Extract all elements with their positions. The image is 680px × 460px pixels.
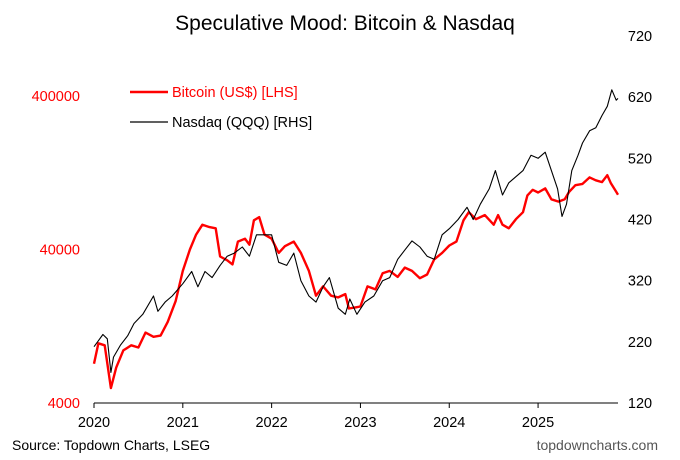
right-tick-label: 720 [628,29,652,45]
x-tick-label: 2022 [255,415,287,431]
source-note: Source: Topdown Charts, LSEG [12,437,210,453]
right-tick-label: 620 [628,90,652,106]
x-tick-label: 2023 [344,415,376,431]
right-tick-label: 120 [628,396,652,412]
left-axis-ticks: 4000 40000 400000 [32,89,80,412]
right-tick-label: 220 [628,335,652,351]
watermark: topdowncharts.com [537,437,658,453]
x-tick-label: 2020 [78,415,110,431]
legend-label-bitcoin: Bitcoin (US$) [LHS] [172,85,298,101]
right-tick-label: 520 [628,151,652,167]
legend-label-nasdaq: Nasdaq (QQQ) [RHS] [172,115,312,131]
left-tick-label: 4000 [48,396,80,412]
right-tick-label: 420 [628,213,652,229]
right-tick-label: 320 [628,274,652,290]
x-axis-ticks: 2020 2021 2022 2023 2024 2025 [78,403,554,431]
chart-title: Speculative Mood: Bitcoin & Nasdaq [175,12,515,35]
legend: Bitcoin (US$) [LHS] Nasdaq (QQQ) [RHS] [130,85,312,131]
x-tick-label: 2025 [522,415,554,431]
series-line-bitcoin [92,174,620,390]
left-tick-label: 40000 [40,243,80,259]
series-layer [92,89,620,390]
series-line-nasdaq [93,89,619,373]
left-tick-label: 400000 [32,89,80,105]
x-tick-label: 2024 [433,415,465,431]
right-axis-ticks: 120 220 320 420 520 620 720 [628,29,652,412]
x-tick-label: 2021 [167,415,199,431]
